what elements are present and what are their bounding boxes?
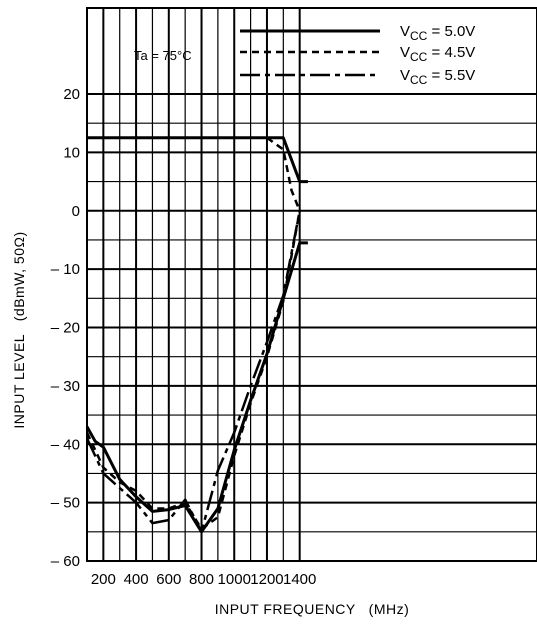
y-tick-label: – 10 <box>51 261 80 278</box>
temperature-annotation: Ta = 75°C <box>134 48 192 63</box>
chart-legend: VCC = 5.0V VCC = 4.5V VCC = 5.5V <box>240 23 475 87</box>
series-line-solid-0 <box>87 136 308 184</box>
y-tick-labels: 20 10 0 – 10 – 20 – 30 – 40 – 50 – 60 <box>51 86 80 570</box>
chart-grid <box>87 8 537 562</box>
series-line-dashdot-4 <box>85 210 301 534</box>
y-tick-label: – 50 <box>51 495 80 512</box>
x-tick-label: 1200 <box>250 571 283 588</box>
legend-label-5-0v: VCC = 5.0V <box>400 23 475 43</box>
x-tick-label: 400 <box>124 571 149 588</box>
x-tick-labels: 200 400 600 800 1000 1200 1400 <box>91 571 317 588</box>
legend-label-5-5v: VCC = 5.5V <box>400 67 475 87</box>
x-axis-label: INPUT FREQUENCY (MHz) <box>215 601 410 617</box>
y-tick-label: 20 <box>63 86 80 103</box>
chart-frame <box>86 7 537 562</box>
chart-series <box>85 136 308 534</box>
y-tick-label: – 20 <box>51 320 80 337</box>
y-tick-label: – 40 <box>51 436 80 453</box>
y-tick-label: – 30 <box>51 378 80 395</box>
y-tick-label: 0 <box>72 203 80 220</box>
x-tick-label: 800 <box>189 571 214 588</box>
y-tick-label: 10 <box>63 144 80 161</box>
x-tick-label: 600 <box>156 571 181 588</box>
x-tick-label: 1000 <box>218 571 251 588</box>
x-tick-label: 200 <box>91 571 116 588</box>
series-line-dashed-2 <box>85 210 301 531</box>
y-axis-label: INPUT LEVEL (dBmW, 50Ω) <box>11 231 27 428</box>
series-line-dashed-3 <box>266 136 301 212</box>
x-tick-label: 1400 <box>283 571 316 588</box>
legend-label-4-5v: VCC = 4.5V <box>400 44 475 64</box>
y-tick-label: – 60 <box>51 553 80 570</box>
